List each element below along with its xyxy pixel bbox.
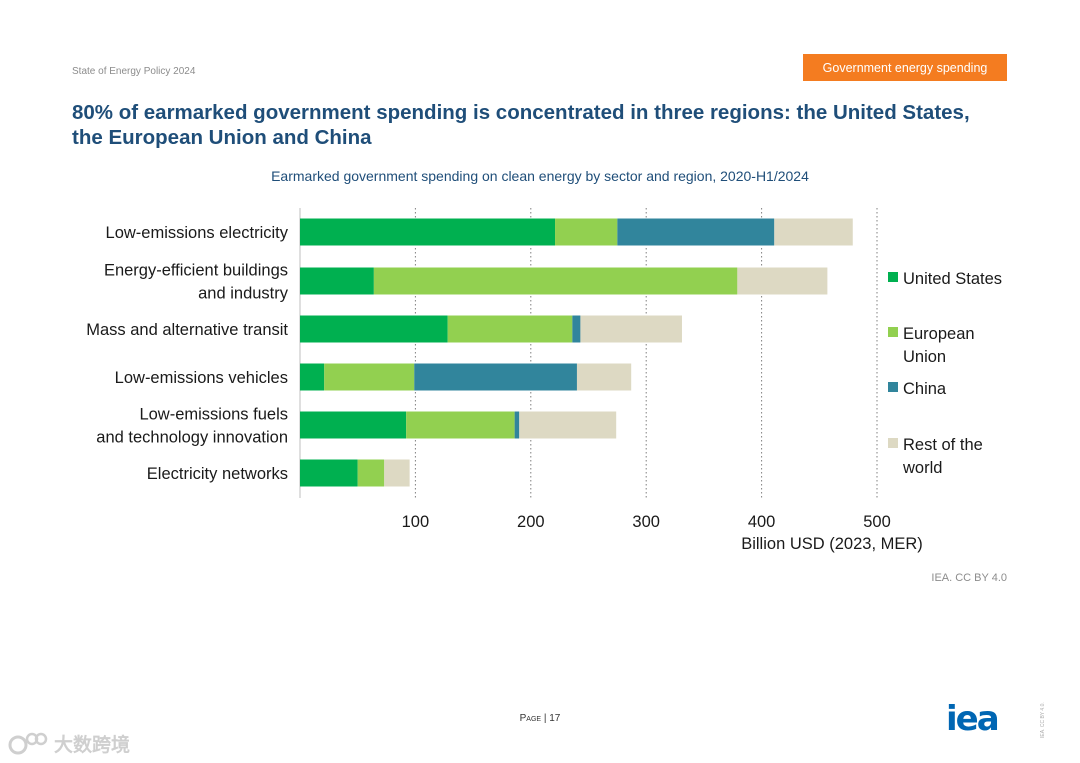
bar-segment: [357, 459, 385, 487]
x-tick-label: 500: [863, 513, 891, 531]
bar-segment: [300, 411, 407, 439]
bar-segment: [580, 315, 682, 343]
category-label: Electricity networks: [147, 465, 288, 483]
legend-label: Rest of the: [903, 436, 983, 454]
bar-segment: [447, 315, 573, 343]
stacked-bar-chart: Low-emissions electricity Energy-efficien…: [86, 208, 1002, 553]
legend-label: world: [902, 459, 942, 477]
iea-logo-text: iea: [946, 699, 998, 736]
category-label: Energy-efficient buildings: [104, 262, 288, 280]
source-credit: IEA. CC BY 4.0: [931, 572, 1007, 584]
bar-segment: [572, 315, 581, 343]
page-word: Page: [519, 713, 542, 724]
legend-swatch: [888, 327, 898, 337]
category-label: Low-emissions vehicles: [115, 369, 288, 387]
legend-label: United States: [903, 270, 1002, 288]
bar-segment: [737, 267, 828, 295]
section-badge: Government energy spending: [803, 54, 1007, 81]
x-tick-label: 200: [517, 513, 545, 531]
bar-segment: [300, 315, 448, 343]
bar-segment: [300, 459, 358, 487]
document-label: State of Energy Policy 2024: [72, 66, 196, 77]
bar-segment: [576, 363, 632, 391]
bar-segment: [384, 459, 410, 487]
bar-segment: [774, 218, 853, 246]
page-separator: |: [541, 713, 550, 724]
legend-label: Union: [903, 348, 946, 366]
category-label: and industry: [198, 285, 289, 303]
legend-swatch: [888, 438, 898, 448]
x-tick-label: 300: [632, 513, 660, 531]
page-number-value: 17: [549, 713, 561, 724]
bar-segment: [300, 267, 374, 295]
x-tick-label: 100: [402, 513, 430, 531]
watermark-text: 大数跨境: [54, 734, 131, 756]
bar-segment: [514, 411, 520, 439]
legend-swatch: [888, 272, 898, 282]
bar-segment: [519, 411, 617, 439]
bar-segment: [373, 267, 738, 295]
x-tick-label: 400: [748, 513, 776, 531]
legend-label: European: [903, 325, 975, 343]
page-number: Page | 17: [0, 713, 1080, 724]
category-label: Mass and alternative transit: [86, 321, 288, 339]
bar-segment: [406, 411, 515, 439]
category-label: and technology innovation: [96, 429, 288, 447]
bar-segment: [555, 218, 618, 246]
category-label: Low-emissions electricity: [106, 224, 289, 242]
watermark-logo-icon: [8, 732, 48, 755]
page-title: 80% of earmarked government spending is …: [72, 101, 970, 149]
bar-segment: [300, 363, 325, 391]
bar-segment: [300, 218, 556, 246]
watermark: 大数跨境: [8, 727, 130, 759]
bar-segment: [414, 363, 577, 391]
side-credit: IEA. CC BY 4.0.: [1040, 702, 1046, 738]
legend-label: China: [903, 380, 947, 398]
x-axis-title: Billion USD (2023, MER): [741, 535, 923, 553]
legend-swatch: [888, 382, 898, 392]
bar-segment: [324, 363, 415, 391]
bar-segment: [617, 218, 775, 246]
category-label: Low-emissions fuels: [139, 406, 288, 424]
chart-title: Earmarked government spending on clean e…: [271, 168, 809, 184]
iea-logo: iea: [946, 699, 1000, 736]
